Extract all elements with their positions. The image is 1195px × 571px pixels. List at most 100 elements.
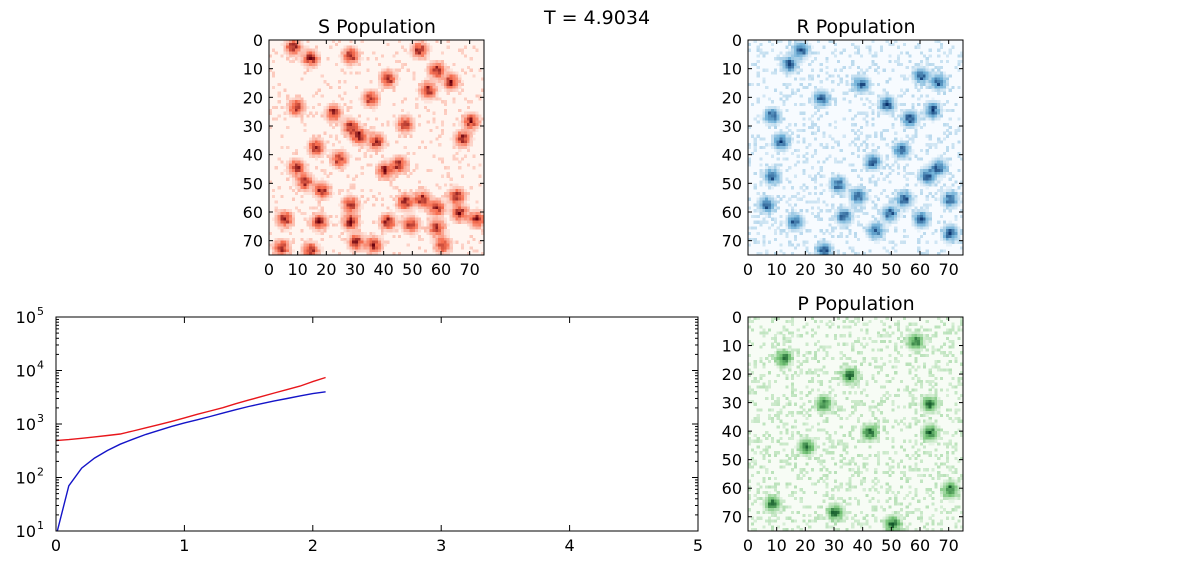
heatmap-cell xyxy=(819,105,823,110)
heatmap-cell xyxy=(920,80,924,84)
heatmap-cell xyxy=(879,220,884,224)
heatmap-cell xyxy=(908,339,912,343)
heatmap-cell xyxy=(375,131,379,135)
heatmap-cell xyxy=(839,206,843,210)
heatmap-cell xyxy=(785,339,789,343)
heatmap-cell xyxy=(415,42,419,47)
heatmap-cell xyxy=(945,203,949,207)
heatmap-cell xyxy=(334,108,339,112)
x-tick-label: 30 xyxy=(345,260,365,279)
heatmap-cell xyxy=(897,151,901,155)
heatmap-cell xyxy=(314,157,319,161)
heatmap-cell xyxy=(475,114,479,118)
heatmap-cell xyxy=(274,209,278,213)
heatmap-cell xyxy=(349,62,353,67)
heatmap-cell xyxy=(466,163,470,167)
heatmap-cell xyxy=(759,325,763,329)
heatmap-cell xyxy=(277,91,281,95)
heatmap-cell xyxy=(877,220,881,224)
heatmap-cell xyxy=(934,229,938,233)
heatmap-cell xyxy=(937,174,941,178)
heatmap-cell xyxy=(914,62,918,67)
heatmap-cell xyxy=(785,51,789,55)
heatmap-cell xyxy=(874,240,878,244)
heatmap-cell xyxy=(951,226,955,230)
heatmap-cell xyxy=(922,212,927,216)
heatmap-cell xyxy=(911,68,915,72)
heatmap-cell xyxy=(788,217,792,221)
heatmap-cell xyxy=(765,105,769,110)
heatmap-cell xyxy=(762,334,766,338)
heatmap-cell xyxy=(928,85,932,90)
heatmap-cell xyxy=(920,77,924,81)
heatmap-cell xyxy=(412,226,416,230)
heatmap-cell xyxy=(389,169,393,173)
heatmap-cell xyxy=(438,214,442,219)
heatmap-cell xyxy=(759,356,763,361)
heatmap-cell xyxy=(851,77,855,81)
heatmap-cell xyxy=(423,88,427,92)
heatmap-cell xyxy=(352,243,356,247)
heatmap-cell xyxy=(957,328,961,332)
heatmap-cell xyxy=(355,137,359,141)
heatmap-cell xyxy=(782,54,786,58)
heatmap-cell xyxy=(306,169,310,173)
heatmap-cell xyxy=(773,148,777,153)
heatmap-cell xyxy=(828,180,832,184)
heatmap-cell xyxy=(337,85,341,90)
heatmap-cell xyxy=(380,177,384,181)
heatmap-cell xyxy=(905,177,909,181)
heatmap-cell xyxy=(776,54,780,58)
heatmap-cell xyxy=(945,123,949,127)
heatmap-cell xyxy=(386,140,390,144)
heatmap-cell xyxy=(357,209,362,213)
heatmap-cell xyxy=(400,114,405,118)
heatmap-cell xyxy=(813,200,818,204)
heatmap-cell xyxy=(828,123,832,127)
heatmap-cell xyxy=(389,220,393,224)
heatmap-cell xyxy=(782,131,786,135)
heatmap-cell xyxy=(894,194,898,198)
heatmap-cell xyxy=(879,234,884,239)
heatmap-cell xyxy=(799,220,803,224)
heatmap-cell xyxy=(862,345,866,349)
heatmap-cell xyxy=(782,252,786,256)
heatmap-cell xyxy=(914,217,918,221)
heatmap-cell xyxy=(942,108,947,112)
heatmap-cell xyxy=(779,40,783,44)
heatmap-cell xyxy=(297,48,301,52)
heatmap-cell xyxy=(894,154,898,158)
heatmap-cell xyxy=(888,200,892,204)
heatmap-cell xyxy=(289,160,293,164)
heatmap-cell xyxy=(940,103,944,107)
heatmap-cell xyxy=(360,206,364,210)
heatmap-cell xyxy=(317,154,321,158)
heatmap-cell xyxy=(463,214,468,219)
heatmap-cell xyxy=(897,191,901,196)
heatmap-cell xyxy=(291,174,296,178)
heatmap-cell xyxy=(452,146,456,150)
heatmap-cell xyxy=(954,237,958,241)
heatmap-cell xyxy=(762,171,766,176)
heatmap-cell xyxy=(928,217,932,221)
heatmap-cell xyxy=(808,143,812,147)
heatmap-cell xyxy=(441,223,445,227)
heatmap-cell xyxy=(782,348,786,352)
heatmap-cell xyxy=(785,54,789,58)
heatmap-cell xyxy=(343,123,347,127)
heatmap-cell xyxy=(894,157,898,161)
heatmap-cell xyxy=(469,114,473,118)
heatmap-cell xyxy=(885,317,889,321)
heatmap-cell xyxy=(326,189,330,193)
heatmap-cell xyxy=(917,171,921,176)
heatmap-cell xyxy=(300,160,304,164)
heatmap-cell xyxy=(762,80,766,84)
heatmap-cell xyxy=(937,157,941,161)
heatmap-cell xyxy=(441,74,445,78)
heatmap-cell xyxy=(446,77,450,81)
heatmap-cell xyxy=(848,183,852,187)
heatmap-cell xyxy=(931,83,935,87)
heatmap-cell xyxy=(300,177,304,181)
heatmap-cell xyxy=(839,174,843,178)
heatmap-cell xyxy=(386,83,390,87)
